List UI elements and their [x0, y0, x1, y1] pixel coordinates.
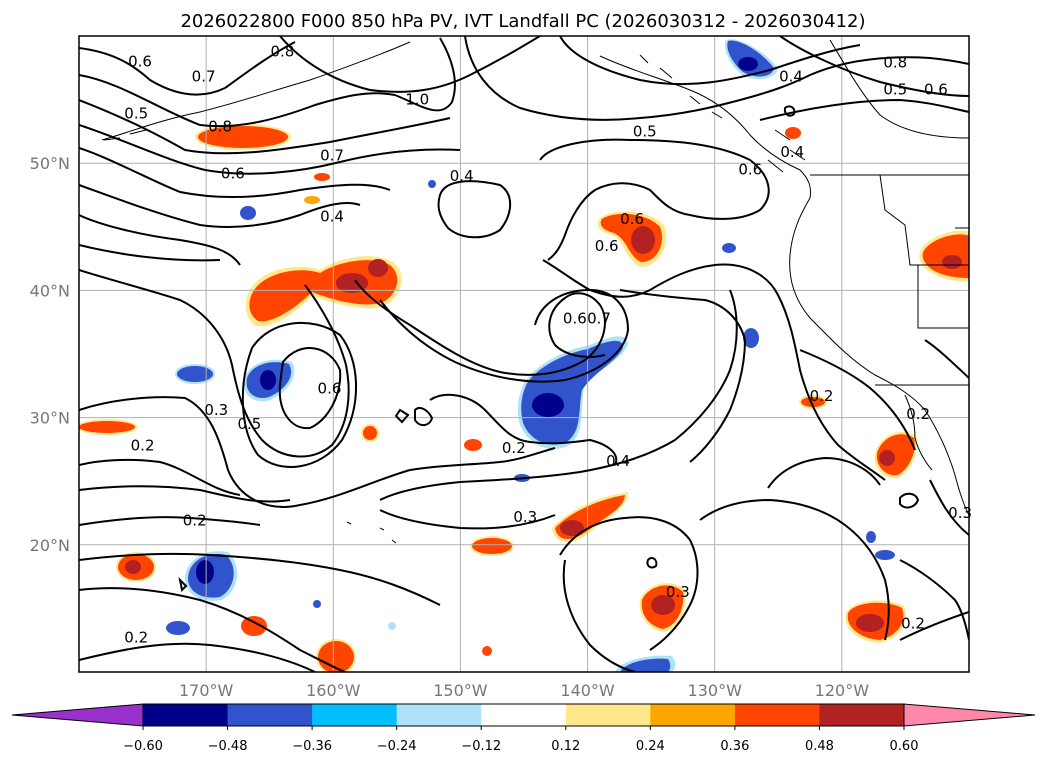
map-frame — [78, 35, 970, 673]
colorbar-tick-label: 0.60 — [890, 739, 919, 754]
contour-label: 0.2 — [124, 629, 148, 647]
coastlines — [101, 39, 969, 544]
contour-label: 0.2 — [131, 437, 155, 455]
contour-labels: 0.60.70.81.00.50.80.70.60.40.40.50.60.60… — [124, 42, 972, 646]
contour-label: 0.4 — [450, 167, 474, 185]
contour-label: 0.2 — [906, 405, 930, 423]
colorbar-tick-label: 0.24 — [636, 739, 665, 754]
contour-label: 0.6 — [318, 379, 342, 397]
contour-label: 0.5 — [237, 415, 261, 433]
contour-label: 0.6 — [221, 164, 245, 182]
contour-label: 0.4 — [779, 68, 803, 86]
chart-title: 2026022800 F000 850 hPa PV, IVT Landfall… — [180, 11, 865, 32]
contour-label: 0.5 — [633, 122, 657, 140]
lon-tick-label: 130°W — [688, 681, 743, 700]
pv-positive-region — [639, 583, 686, 632]
contour-label: 0.6 — [924, 80, 948, 98]
latitude-axis: 50°N 40°N 30°N 20°N — [30, 154, 70, 555]
lat-tick-label: 20°N — [30, 536, 70, 555]
contour-label: 0.5 — [124, 105, 148, 123]
contour-label: 0.6 — [738, 161, 762, 179]
colorbar-tick-label: −0.36 — [292, 739, 332, 754]
contour-label: 0.3 — [204, 401, 228, 419]
contour-label: 0.7 — [192, 68, 216, 86]
colorbar-tick-label: −0.48 — [208, 739, 248, 754]
contour-label: 0.4 — [780, 143, 804, 161]
pv-filled-regions — [79, 39, 969, 672]
colorbar-segment — [650, 704, 736, 726]
contour-label: 0.5 — [883, 80, 907, 98]
colorbar-segment — [481, 704, 567, 726]
lon-tick-label: 140°W — [560, 681, 615, 700]
contour-label: 0.8 — [270, 42, 294, 60]
contour-label: 0.6 — [563, 309, 587, 327]
colorbar-extend-high — [903, 703, 1036, 727]
colorbar-tick-label: 0.12 — [551, 739, 580, 754]
pv-negative-region — [240, 180, 895, 672]
contour-label: 1.0 — [405, 91, 429, 109]
colorbar-tick-label: 0.48 — [805, 739, 834, 754]
pv-positive-region — [874, 431, 918, 479]
contour-label: 0.7 — [320, 147, 344, 165]
colorbar-segment — [396, 704, 482, 726]
lon-tick-label: 150°W — [433, 681, 488, 700]
contour-label: 0.8 — [208, 117, 232, 135]
contour-label: 0.7 — [587, 309, 611, 327]
colorbar: −0.60 −0.48 −0.36 −0.24 −0.12 0.12 0.24 0.36 0.4… — [11, 703, 1036, 754]
contour-label: 0.3 — [666, 583, 690, 601]
contour-label: 0.2 — [810, 387, 834, 405]
pv-negative-region — [166, 551, 238, 635]
contour-label: 0.6 — [620, 210, 644, 228]
contour-label: 0.4 — [320, 208, 344, 226]
contour-label: 0.3 — [948, 504, 972, 522]
lat-tick-label: 40°N — [30, 281, 70, 300]
lat-tick-label: 50°N — [30, 154, 70, 173]
contour-label: 0.6 — [128, 52, 152, 70]
pv-positive-region — [79, 419, 137, 435]
longitude-axis: 170°W 160°W 150°W 140°W 130°W 120°W — [179, 681, 869, 700]
colorbar-tick-label: −0.24 — [377, 739, 417, 754]
colorbar-tick-label: −0.12 — [461, 739, 501, 754]
pv-positive-region — [597, 211, 667, 268]
contour-label: 0.6 — [595, 237, 619, 255]
lon-tick-label: 170°W — [179, 681, 234, 700]
contour-label: 0.2 — [183, 512, 207, 530]
pv-positive-region — [195, 124, 291, 150]
colorbar-segment — [819, 704, 905, 726]
colorbar-tick-label: −0.60 — [123, 739, 163, 754]
pv-positive-region — [470, 492, 628, 556]
pv-contour-lines — [79, 36, 969, 672]
pv-positive-region — [304, 127, 827, 656]
contour-label: 0.2 — [901, 615, 925, 633]
colorbar-extend-low — [11, 703, 144, 727]
lon-tick-label: 160°W — [306, 681, 361, 700]
colorbar-segment — [734, 704, 820, 726]
colorbar-tick-label: 0.36 — [720, 739, 749, 754]
contour-label: 0.3 — [513, 508, 537, 526]
lon-tick-label: 120°W — [815, 681, 870, 700]
colorbar-outline — [142, 703, 905, 727]
colorbar-segment — [565, 704, 651, 726]
contour-label: 0.2 — [502, 439, 526, 457]
pv-negative-region — [724, 39, 778, 80]
contour-label: 0.8 — [883, 54, 907, 72]
colorbar-segment — [312, 704, 398, 726]
contour-label: 0.4 — [606, 452, 630, 470]
lat-tick-label: 30°N — [30, 409, 70, 428]
colorbar-segment — [143, 704, 229, 726]
colorbar-segment — [227, 704, 313, 726]
